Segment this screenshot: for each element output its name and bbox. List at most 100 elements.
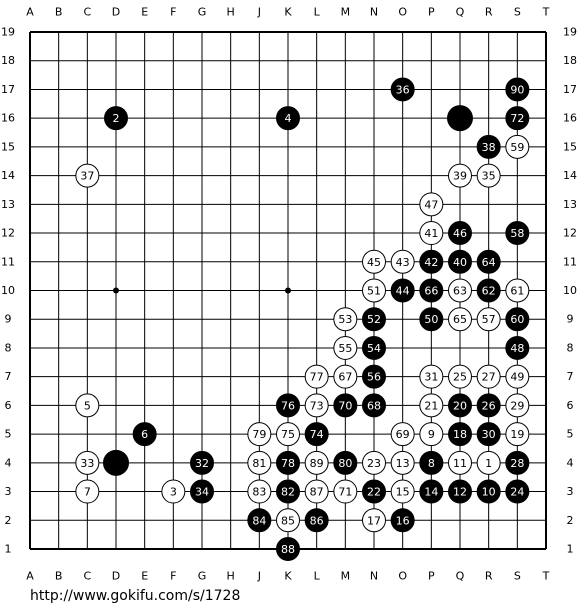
move-number: 66 (424, 285, 438, 298)
row-label: 3 (5, 485, 12, 498)
white-stone (476, 364, 501, 389)
white-stone (505, 278, 530, 303)
black-stone (505, 450, 530, 475)
move-number: 13 (396, 457, 410, 470)
column-label: T (542, 6, 550, 19)
move-number: 37 (80, 170, 94, 183)
black-stone (419, 307, 444, 332)
move-number: 52 (367, 313, 381, 326)
row-label: 6 (567, 399, 574, 412)
black-stone (505, 335, 530, 360)
move-number: 36 (396, 83, 410, 96)
move-number: 62 (482, 285, 496, 298)
black-stone (390, 278, 415, 303)
white-stone (247, 479, 272, 504)
row-label: 9 (5, 313, 12, 326)
row-label: 2 (567, 514, 574, 527)
column-label: E (141, 6, 148, 19)
black-stone (476, 134, 501, 159)
black-stone (448, 393, 472, 418)
move-number: 87 (310, 486, 324, 499)
column-label: P (428, 6, 435, 19)
row-label: 13 (1, 198, 15, 211)
move-number: 51 (367, 285, 381, 298)
column-label: Q (456, 570, 465, 583)
white-stone (419, 221, 444, 246)
column-label: L (314, 6, 321, 19)
move-number: 29 (510, 399, 524, 412)
move-number: 64 (482, 256, 496, 269)
row-label: 16 (1, 112, 15, 125)
white-stone (390, 450, 415, 475)
move-number: 47 (424, 198, 438, 211)
column-label: O (398, 6, 407, 19)
white-stone (448, 364, 472, 389)
move-number: 5 (84, 399, 91, 412)
white-stone (75, 163, 100, 188)
column-label: K (284, 570, 292, 583)
move-number: 60 (510, 313, 524, 326)
move-number: 69 (396, 428, 410, 441)
move-number: 57 (482, 313, 496, 326)
column-label: Q (456, 6, 465, 19)
move-number: 74 (310, 428, 324, 441)
white-stone (304, 479, 329, 504)
move-number: 72 (510, 112, 524, 125)
black-stone (419, 479, 444, 504)
black-stone (419, 278, 444, 303)
row-label: 8 (567, 341, 574, 354)
move-number: 85 (281, 514, 295, 527)
white-stone (304, 450, 329, 475)
white-stone (448, 163, 472, 188)
white-stone (505, 134, 530, 159)
white-stone (304, 393, 329, 418)
white-stone (362, 508, 386, 533)
row-label: 5 (567, 428, 574, 441)
black-stone (448, 479, 472, 504)
column-label: M (341, 6, 351, 19)
black-stone (505, 106, 530, 131)
row-label: 6 (5, 399, 12, 412)
black-stone (362, 307, 386, 332)
white-stone (362, 278, 386, 303)
column-label: L (314, 570, 321, 583)
move-number: 2 (113, 112, 120, 125)
white-stone (75, 450, 100, 475)
move-number: 49 (510, 371, 524, 384)
row-label: 9 (567, 313, 574, 326)
move-number: 58 (510, 227, 524, 240)
column-label: C (83, 570, 91, 583)
column-label: H (227, 6, 235, 19)
black-stone (448, 422, 472, 447)
move-number: 39 (453, 170, 467, 183)
move-number: 38 (482, 141, 496, 154)
column-label: C (83, 6, 91, 19)
move-number: 35 (482, 170, 496, 183)
column-label: T (542, 570, 550, 583)
move-number: 82 (281, 486, 295, 499)
move-number: 61 (510, 285, 524, 298)
white-stone (419, 192, 444, 217)
black-stone (304, 422, 329, 447)
move-number: 65 (453, 313, 467, 326)
move-number: 3 (170, 486, 177, 499)
move-number: 12 (453, 486, 467, 499)
row-label: 4 (567, 456, 574, 469)
white-stone (362, 249, 386, 274)
move-number: 45 (367, 256, 381, 269)
white-stone (161, 479, 186, 504)
move-number: 27 (482, 371, 496, 384)
black-stone (476, 249, 501, 274)
black-stone (419, 450, 444, 475)
move-number: 30 (482, 428, 496, 441)
row-label: 17 (563, 83, 577, 96)
move-number: 53 (338, 313, 352, 326)
move-number: 1 (485, 457, 492, 470)
black-stone (362, 335, 386, 360)
black-stone (505, 479, 530, 504)
column-label: O (398, 570, 407, 583)
column-label: E (141, 570, 148, 583)
source-url: http://www.gokifu.com/s/1728 (30, 588, 240, 604)
white-stone (390, 479, 415, 504)
move-number: 17 (367, 514, 381, 527)
